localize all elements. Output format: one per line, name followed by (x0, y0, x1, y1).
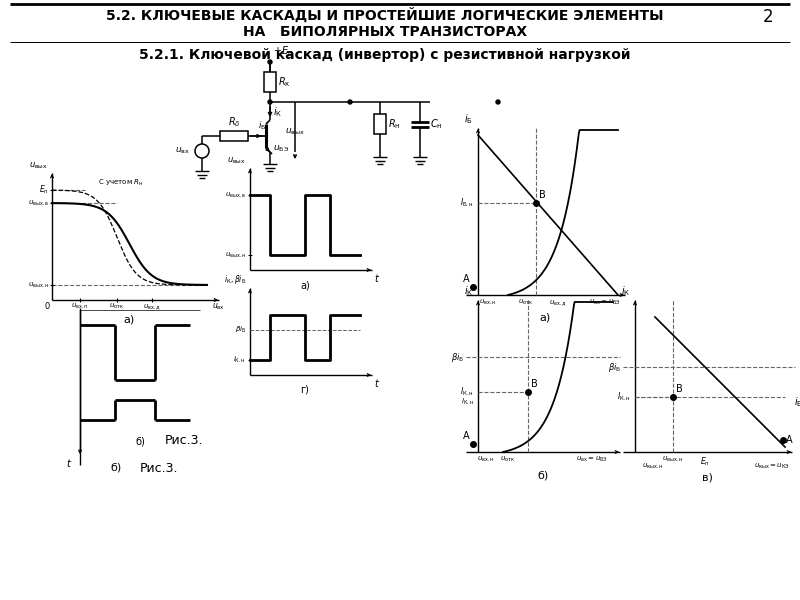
Text: $u_{\rm вх}$: $u_{\rm вх}$ (175, 146, 190, 156)
Text: $u_{\rm БЭ}$: $u_{\rm БЭ}$ (273, 144, 289, 154)
Text: A: A (786, 435, 793, 445)
Text: $t$: $t$ (374, 377, 380, 389)
Text: $u_{\rm вх}$: $u_{\rm вх}$ (212, 302, 225, 313)
Text: 5.2. КЛЮЧЕВЫЕ КАСКАДЫ И ПРОСТЕЙШИЕ ЛОГИЧЕСКИЕ ЭЛЕМЕНТЫ: 5.2. КЛЮЧЕВЫЕ КАСКАДЫ И ПРОСТЕЙШИЕ ЛОГИЧ… (106, 8, 664, 23)
Text: A: A (463, 431, 470, 441)
Text: $E_{\rm п}$: $E_{\rm п}$ (700, 455, 710, 467)
Text: $i_{\rm К.н}$: $i_{\rm К.н}$ (234, 355, 246, 365)
Text: $i_{\rm К},\beta i_{\rm Б}$: $i_{\rm К},\beta i_{\rm Б}$ (224, 273, 246, 286)
Circle shape (268, 100, 272, 104)
Circle shape (348, 100, 352, 104)
Text: $I_{\rm К.н}$: $I_{\rm К.н}$ (618, 391, 631, 403)
Text: $u_{\rm вых.в}$: $u_{\rm вых.в}$ (28, 199, 49, 208)
Bar (264, 72, 276, 92)
Text: $i_{\rm Б}$: $i_{\rm Б}$ (258, 119, 266, 132)
Text: $R_{\rm к}$: $R_{\rm к}$ (278, 75, 290, 89)
Text: $i_{\rm К}$: $i_{\rm К}$ (464, 284, 473, 298)
Text: $u_{\rm вх.д}$: $u_{\rm вх.д}$ (549, 298, 567, 308)
Text: $+E_{\rm п}$: $+E_{\rm п}$ (273, 44, 294, 58)
Text: $u_{\rm вых.в}$: $u_{\rm вых.в}$ (225, 190, 246, 200)
Text: $R_{\rm н}$: $R_{\rm н}$ (388, 117, 401, 131)
Text: а): а) (300, 280, 310, 290)
Text: A: A (463, 274, 470, 284)
Text: НА   БИПОЛЯРНЫХ ТРАНЗИСТОРАХ: НА БИПОЛЯРНЫХ ТРАНЗИСТОРАХ (243, 25, 527, 39)
Text: $t$: $t$ (66, 457, 72, 469)
Text: $u_{\rm отк}$: $u_{\rm отк}$ (501, 455, 515, 464)
Text: 0: 0 (45, 302, 50, 311)
Text: $C_{\rm н}$: $C_{\rm н}$ (430, 117, 442, 131)
Text: а): а) (123, 315, 134, 325)
Text: $t$: $t$ (374, 272, 380, 284)
Text: $u_{\rm вых.н}$: $u_{\rm вых.н}$ (662, 455, 684, 464)
Text: $u_{\rm отк}$: $u_{\rm отк}$ (110, 302, 125, 311)
Text: б): б) (135, 437, 145, 447)
Text: б): б) (538, 470, 549, 480)
Text: $i_{\rm К}$: $i_{\rm К}$ (273, 105, 282, 119)
Text: $i_{\rm Б}$: $i_{\rm Б}$ (794, 395, 800, 409)
Text: $u_{\rm вых}{=}u_{\rm КЭ}$: $u_{\rm вых}{=}u_{\rm КЭ}$ (754, 462, 790, 471)
Text: $u_{\rm вх.п}$: $u_{\rm вх.п}$ (71, 302, 89, 311)
Text: $\beta i_{\rm Б}$: $\beta i_{\rm Б}$ (608, 361, 621, 373)
Text: B: B (539, 190, 546, 200)
Text: в): в) (702, 472, 713, 482)
Text: $u_{\rm вых.н}$: $u_{\rm вых.н}$ (27, 280, 49, 290)
Bar (374, 114, 386, 134)
Text: $R_{\delta}$: $R_{\delta}$ (228, 115, 240, 129)
Text: Рис.3.: Рис.3. (165, 434, 203, 447)
Text: $u_{\rm вых}$: $u_{\rm вых}$ (30, 160, 48, 171)
Text: С учетом $R_{\rm н}$: С учетом $R_{\rm н}$ (98, 178, 143, 188)
Text: $i_{\rm Б}$: $i_{\rm Б}$ (464, 112, 473, 126)
Text: $u_{\rm вх}{=}u_{\rm БЭ}$: $u_{\rm вх}{=}u_{\rm БЭ}$ (589, 298, 621, 307)
Circle shape (268, 60, 272, 64)
Text: $i_{\rm К}$: $i_{\rm К}$ (621, 284, 630, 298)
Text: $u_{\rm вых.н}$: $u_{\rm вых.н}$ (225, 250, 246, 260)
Text: $u_{\rm вых.н}$: $u_{\rm вых.н}$ (642, 462, 664, 471)
Text: $I_{\rm Б.н}$: $I_{\rm Б.н}$ (460, 197, 474, 209)
Text: $u_{\rm вых}$: $u_{\rm вых}$ (227, 155, 246, 166)
Text: $u_{\rm вых}$: $u_{\rm вых}$ (285, 127, 305, 137)
Text: $u_{\rm вх.н}$: $u_{\rm вх.н}$ (479, 298, 497, 307)
Text: а): а) (539, 313, 550, 323)
Text: B: B (531, 379, 538, 389)
Text: 5.2.1. Ключевой каскад (инвертор) с резистивной нагрузкой: 5.2.1. Ключевой каскад (инвертор) с рези… (139, 48, 630, 62)
Text: $I_{\rm К.н}$: $I_{\rm К.н}$ (460, 386, 474, 398)
Text: $u_{\rm вх.н}$: $u_{\rm вх.н}$ (478, 455, 494, 464)
Text: B: B (676, 384, 682, 394)
Text: $u_{\rm отк}$: $u_{\rm отк}$ (518, 298, 534, 307)
Text: $\beta i_{\rm Б}$: $\beta i_{\rm Б}$ (234, 325, 246, 335)
Circle shape (496, 100, 500, 104)
Text: $u_{\rm вх.д}$: $u_{\rm вх.д}$ (143, 302, 161, 312)
Text: $u_{\rm вх}{=}u_{\rm БЭ}$: $u_{\rm вх}{=}u_{\rm БЭ}$ (576, 455, 608, 464)
Text: $\beta i_{\rm Б}$: $\beta i_{\rm Б}$ (450, 350, 464, 364)
Text: 2: 2 (762, 8, 774, 26)
Text: $E_{\rm п}$: $E_{\rm п}$ (39, 184, 49, 196)
Bar (220, 131, 248, 141)
Text: б): б) (110, 462, 122, 472)
Text: $I_{\rm К.н}$: $I_{\rm К.н}$ (461, 397, 474, 407)
Text: Рис.3.: Рис.3. (140, 462, 178, 475)
Text: г): г) (301, 385, 310, 395)
